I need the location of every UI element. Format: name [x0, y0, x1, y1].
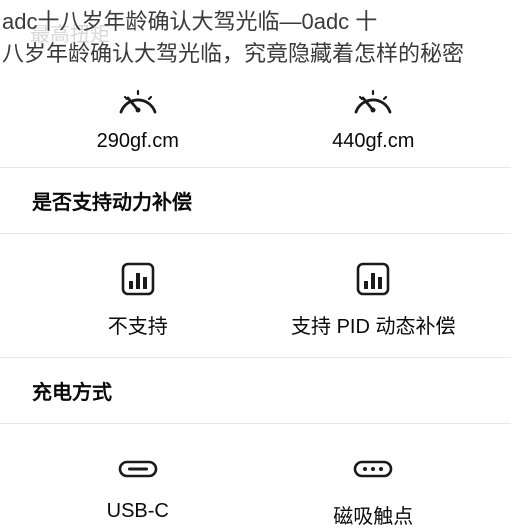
charging-right-value: 磁吸触点: [333, 500, 413, 529]
section-header-charging: 充电方式: [0, 357, 511, 424]
gauge-icon: [350, 78, 396, 120]
compensation-col-right: 支持 PID 动态补偿: [256, 258, 492, 339]
usb-c-icon: [116, 448, 160, 490]
charging-col-left: USB-C: [20, 448, 256, 529]
charging-left-value: USB-C: [107, 500, 169, 523]
torque-col-right: 440gf.cm: [256, 78, 492, 153]
torque-left-value: 290gf.cm: [97, 130, 179, 153]
compensation-right-value: 支持 PID 动态补偿: [291, 310, 455, 339]
section-header-compensation: 是否支持动力补偿: [0, 167, 511, 234]
compensation-col-left: 不支持: [20, 258, 256, 339]
charging-row: USB-C 磁吸触点: [0, 448, 511, 529]
compensation-row: 不支持 支持 PID 动态补偿: [0, 258, 511, 339]
bar-chart-icon: [118, 258, 158, 300]
torque-row: 290gf.cm 440gf.cm: [0, 78, 511, 153]
bar-chart-icon: [353, 258, 393, 300]
torque-col-left: 290gf.cm: [20, 78, 256, 153]
magnetic-contact-icon: [351, 448, 395, 490]
gauge-icon: [115, 78, 161, 120]
spec-content: 290gf.cm 440gf.cm 是否支持动力补偿: [0, 0, 511, 529]
compensation-left-value: 不支持: [108, 310, 168, 339]
torque-right-value: 440gf.cm: [332, 130, 414, 153]
charging-col-right: 磁吸触点: [256, 448, 492, 529]
